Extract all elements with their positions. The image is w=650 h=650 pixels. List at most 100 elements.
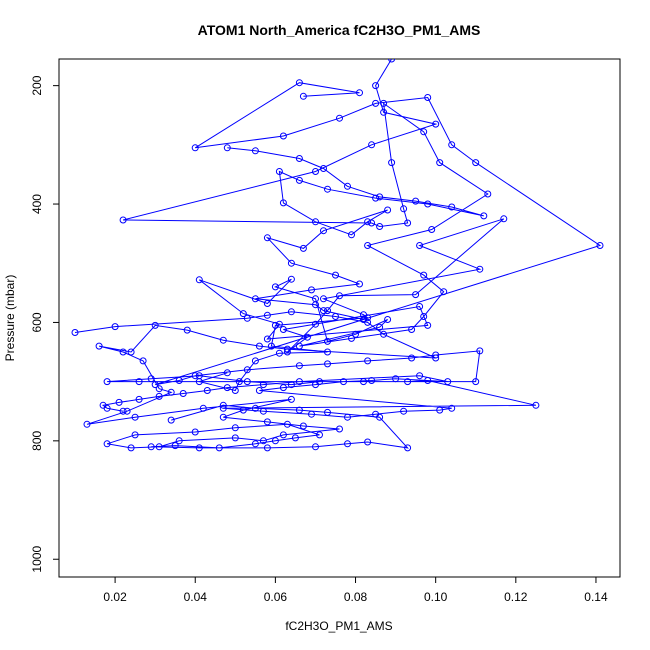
data-point xyxy=(324,360,331,368)
data-point xyxy=(336,292,343,300)
data-point xyxy=(472,378,480,386)
data-point xyxy=(219,404,227,412)
data-point xyxy=(295,79,303,87)
data-point xyxy=(175,377,183,384)
data-point xyxy=(316,431,323,439)
data-point xyxy=(259,437,267,445)
data-point xyxy=(408,326,416,333)
data-point xyxy=(388,59,396,63)
data-point xyxy=(372,194,380,202)
data-point xyxy=(312,301,319,309)
data-point xyxy=(267,342,275,350)
x-tick-label: 0.08 xyxy=(344,590,368,604)
data-point xyxy=(175,437,183,445)
data-point xyxy=(295,378,303,386)
data-point xyxy=(404,444,412,452)
plot-frame xyxy=(58,58,621,578)
data-point xyxy=(279,199,287,207)
data-point xyxy=(448,141,456,149)
data-point xyxy=(251,147,259,155)
data-point xyxy=(191,428,199,436)
data-point xyxy=(263,335,271,343)
data-point xyxy=(243,366,251,374)
data-point xyxy=(424,377,432,384)
data-point xyxy=(484,190,492,198)
data-point xyxy=(448,404,456,412)
x-tick-label: 0.14 xyxy=(584,590,608,604)
data-point xyxy=(364,218,372,226)
y-tick-label: 600 xyxy=(30,312,44,332)
data-point xyxy=(364,357,372,365)
data-point xyxy=(344,440,351,448)
data-point xyxy=(279,132,287,140)
data-point xyxy=(352,330,359,338)
data-point xyxy=(312,443,319,451)
data-point xyxy=(219,413,227,421)
data-point xyxy=(408,354,416,362)
series-2-line xyxy=(74,311,436,449)
data-point xyxy=(320,307,327,315)
x-axis: 0.02 0.04 0.06 0.08 0.10 0.12 0.14 xyxy=(103,577,608,604)
data-point xyxy=(263,444,271,452)
data-point xyxy=(312,168,319,175)
data-point xyxy=(376,223,384,230)
data-point xyxy=(167,416,175,424)
data-point xyxy=(388,159,396,167)
data-point xyxy=(448,203,456,211)
data-point xyxy=(348,231,355,239)
data-point xyxy=(420,128,428,136)
data-point xyxy=(368,377,376,384)
data-point xyxy=(392,375,400,383)
data-point xyxy=(596,242,604,249)
data-point xyxy=(295,176,303,184)
y-axis: 200 400 600 800 1000 xyxy=(30,75,59,573)
data-point xyxy=(239,310,247,318)
data-point xyxy=(279,326,287,333)
data-point xyxy=(336,114,343,122)
data-point xyxy=(259,381,267,389)
data-point xyxy=(424,321,432,329)
data-point xyxy=(380,330,388,338)
data-point xyxy=(299,422,307,430)
data-point xyxy=(179,390,187,397)
data-point xyxy=(263,300,271,307)
data-point xyxy=(424,200,432,208)
data-point xyxy=(231,424,239,432)
data-point xyxy=(348,334,355,342)
data-point xyxy=(127,444,135,452)
data-point xyxy=(303,333,311,341)
data-point xyxy=(151,381,159,389)
data-point xyxy=(416,372,424,380)
data-point xyxy=(147,443,155,451)
data-point xyxy=(356,280,363,288)
data-point xyxy=(255,342,263,350)
data-point xyxy=(372,82,380,90)
data-point xyxy=(472,159,480,167)
x-tick-label: 0.06 xyxy=(264,590,288,604)
data-point xyxy=(275,349,283,357)
data-point xyxy=(263,311,271,319)
series-3-line xyxy=(101,82,602,418)
data-point xyxy=(251,295,259,303)
data-point xyxy=(384,316,392,323)
data-point xyxy=(279,431,287,439)
data-point xyxy=(380,99,388,107)
data-point xyxy=(436,159,444,167)
data-point xyxy=(295,155,303,162)
data-point xyxy=(123,407,131,415)
data-point xyxy=(320,165,327,172)
data-point xyxy=(360,378,367,386)
data-point xyxy=(271,283,279,291)
data-point xyxy=(364,242,372,249)
data-point xyxy=(295,362,303,370)
data-point xyxy=(131,413,139,421)
data-point xyxy=(320,227,327,235)
plot-area xyxy=(71,59,604,452)
x-tick-label: 0.10 xyxy=(424,590,448,604)
data-point xyxy=(476,265,484,273)
data-point xyxy=(155,385,163,393)
x-tick-label: 0.12 xyxy=(504,590,528,604)
data-point xyxy=(223,384,231,392)
data-point xyxy=(287,275,295,283)
